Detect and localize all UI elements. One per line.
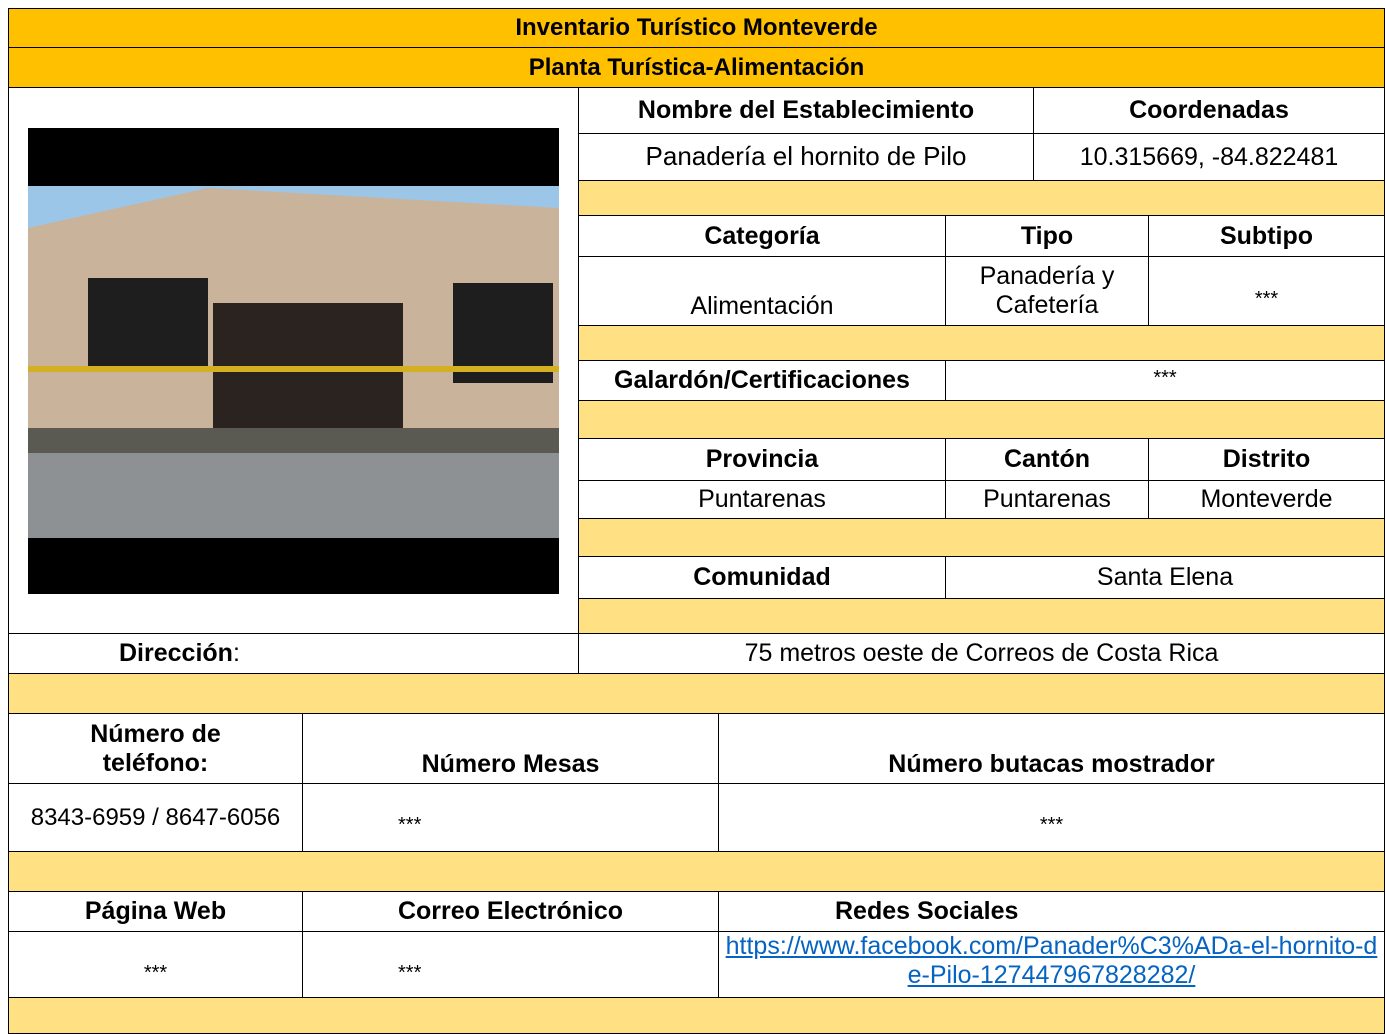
- label: Galardón/Certificaciones: [578, 360, 946, 401]
- value: Panadería y Cafetería: [945, 256, 1149, 326]
- value: 8343-6959 / 8647-6056: [8, 783, 303, 852]
- filler: [578, 325, 1385, 361]
- label: Categoría: [578, 215, 946, 257]
- label: Número de teléfono:: [8, 713, 303, 784]
- value: 10.315669, -84.822481: [1033, 133, 1385, 181]
- value: ***: [945, 360, 1385, 401]
- label: Número Mesas: [302, 713, 719, 784]
- value: Santa Elena: [945, 556, 1385, 599]
- photo: [28, 127, 559, 594]
- value: ***: [302, 931, 719, 998]
- filler: [8, 851, 1385, 892]
- filler: [8, 673, 1385, 714]
- label: Correo Electrónico: [302, 891, 719, 932]
- value: ***: [302, 783, 719, 852]
- label: Nombre del Establecimiento: [578, 87, 1034, 134]
- value: https://www.facebook.com/Panader%C3%ADa-…: [718, 931, 1385, 998]
- title: Inventario Turístico Monteverde: [8, 8, 1385, 48]
- label: Número butacas mostrador: [718, 713, 1385, 784]
- label: Subtipo: [1148, 215, 1385, 257]
- label: Cantón: [945, 438, 1149, 481]
- label: Dirección:: [8, 633, 579, 674]
- value: Alimentación: [578, 256, 946, 326]
- value: Puntarenas: [578, 480, 946, 519]
- social-link[interactable]: https://www.facebook.com/Panader%C3%ADa-…: [725, 932, 1378, 989]
- label-text: Dirección: [119, 639, 233, 668]
- label: Comunidad: [578, 556, 946, 599]
- value: ***: [1148, 256, 1385, 326]
- label-suffix: :: [232, 639, 240, 668]
- value: Panadería el hornito de Pilo: [578, 133, 1034, 181]
- filler: [578, 598, 1385, 634]
- label: Redes Sociales: [718, 891, 1385, 932]
- value: ***: [8, 931, 303, 998]
- value: Monteverde: [1148, 480, 1385, 519]
- label: Tipo: [945, 215, 1149, 257]
- filler: [578, 400, 1385, 439]
- value: Puntarenas: [945, 480, 1149, 519]
- value: ***: [718, 783, 1385, 852]
- photo-cell: [8, 87, 579, 634]
- filler: [578, 518, 1385, 557]
- value: 75 metros oeste de Correos de Costa Rica: [578, 633, 1385, 674]
- filler: [8, 997, 1385, 1034]
- label: Provincia: [578, 438, 946, 481]
- label: Página Web: [8, 891, 303, 932]
- subtitle: Planta Turística-Alimentación: [8, 47, 1385, 88]
- label: Coordenadas: [1033, 87, 1385, 134]
- filler: [578, 180, 1385, 216]
- label: Distrito: [1148, 438, 1385, 481]
